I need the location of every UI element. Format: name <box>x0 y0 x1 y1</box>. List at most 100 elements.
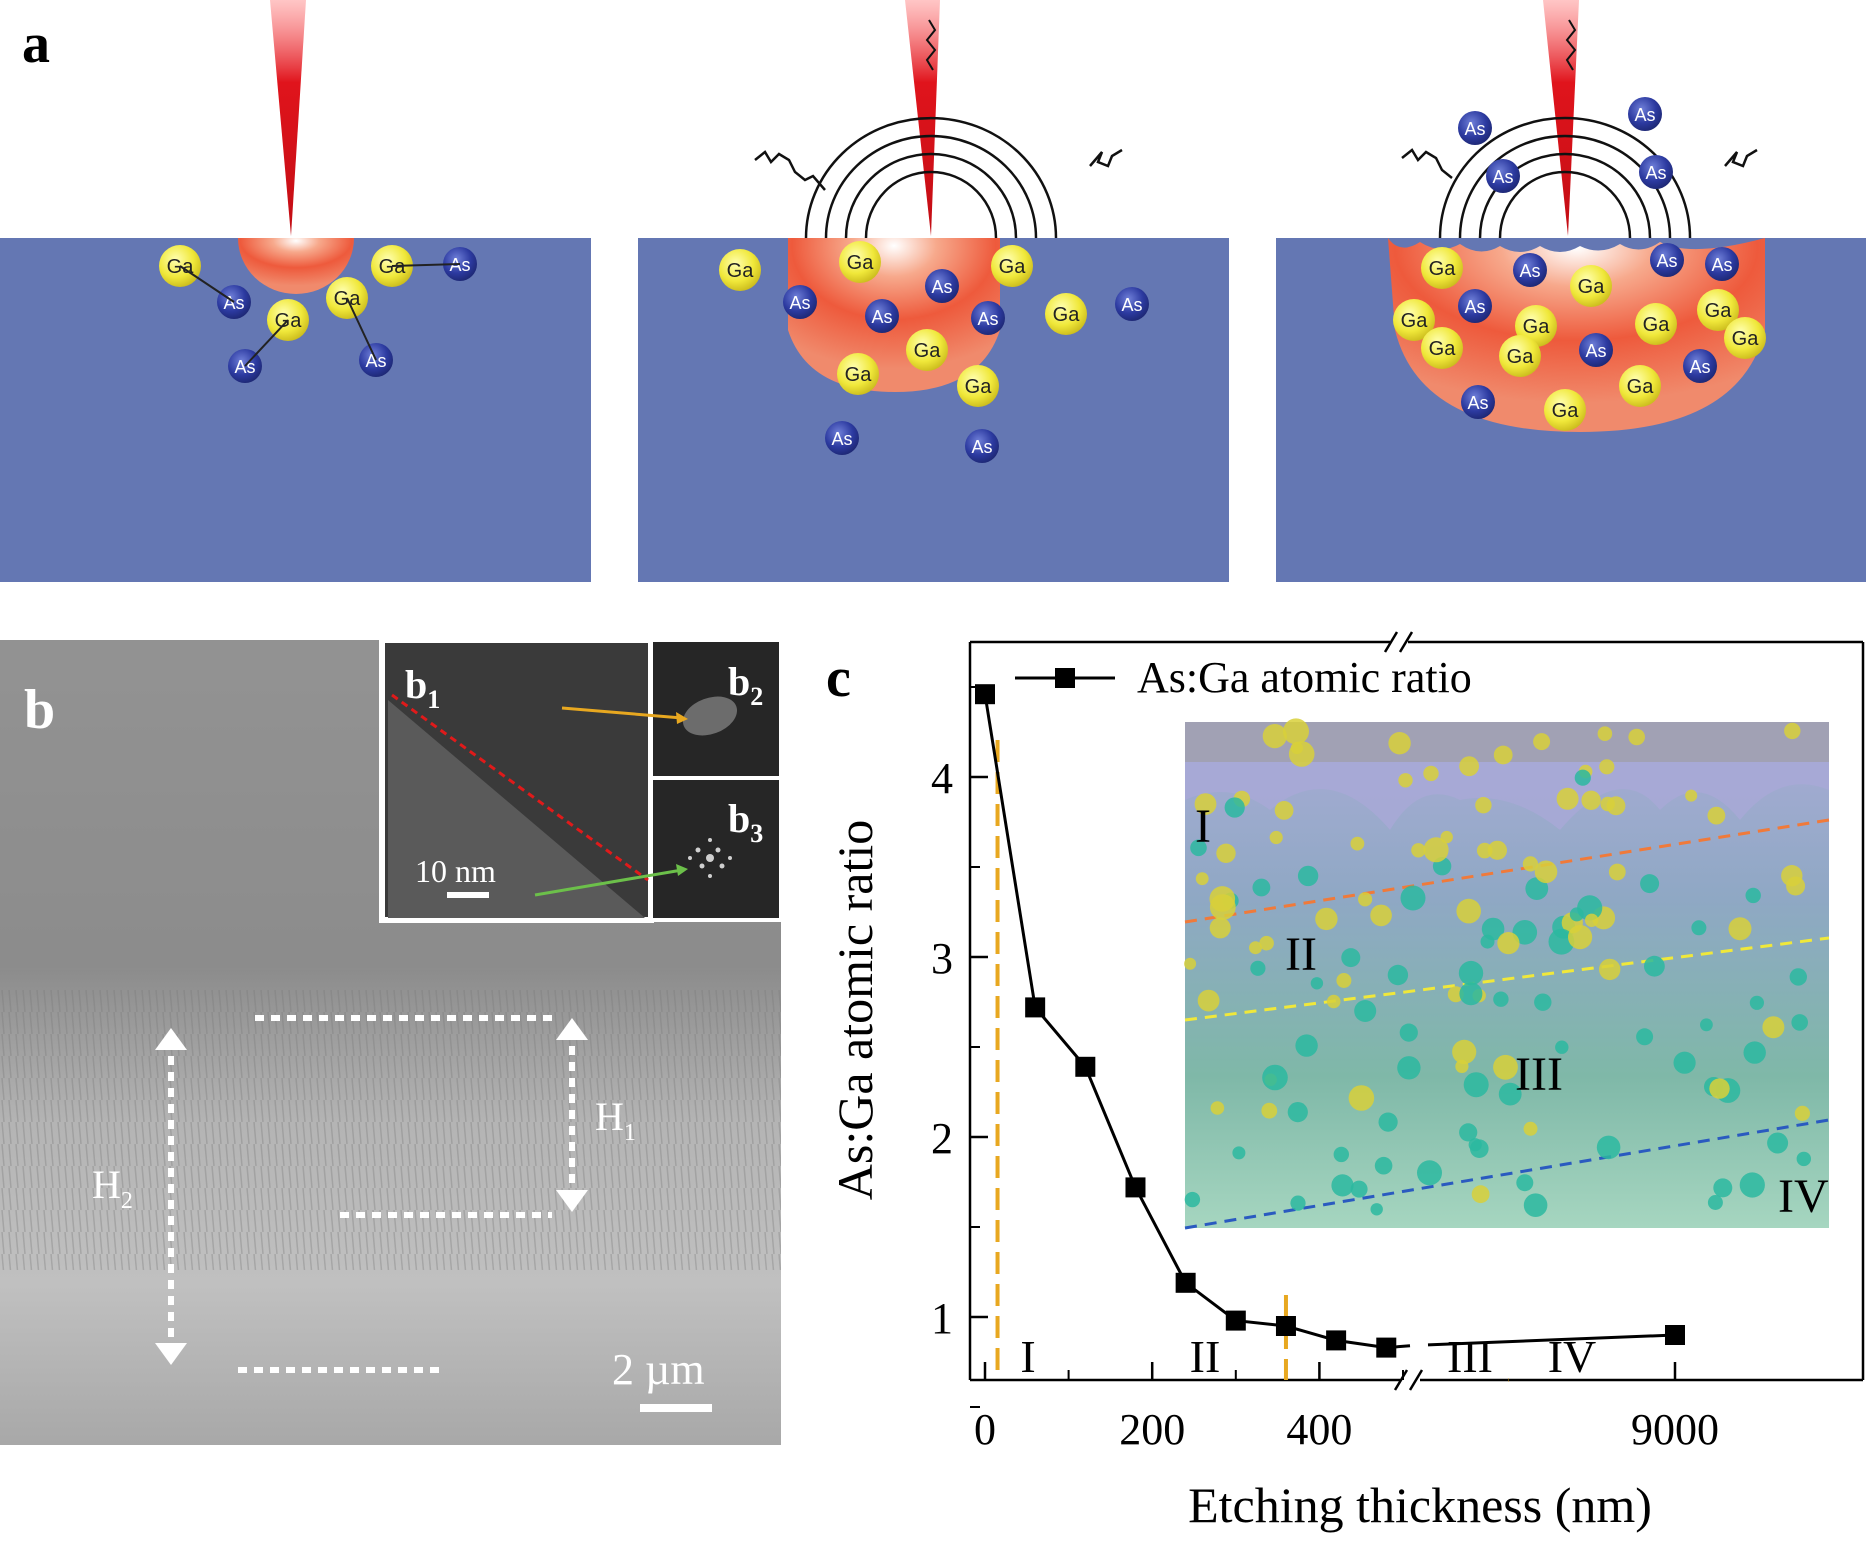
svg-text:As: As <box>1645 163 1666 183</box>
ga-atom: Ga <box>1570 265 1612 307</box>
inset-b2-label: b2 <box>728 659 763 711</box>
inset-atom <box>1476 842 1493 859</box>
x-tick-label: 400 <box>1286 1405 1352 1454</box>
inset-atom <box>1194 793 1217 815</box>
inset-atom <box>1512 920 1538 945</box>
svg-text:As: As <box>1519 261 1540 281</box>
inset-atom <box>1378 1112 1398 1132</box>
ga-atom: Ga <box>1393 299 1435 341</box>
as-atom: As <box>1683 349 1717 383</box>
svg-text:Ga: Ga <box>1429 258 1457 280</box>
interface-line <box>391 693 649 882</box>
inset-atom <box>1354 1000 1377 1022</box>
as-atom: As <box>783 285 817 319</box>
inset-atom <box>1252 878 1271 897</box>
y-tick-label: 3 <box>931 934 953 983</box>
data-point <box>1025 997 1046 1018</box>
inset-atom <box>1709 1078 1730 1099</box>
svg-text:As: As <box>1467 393 1488 413</box>
inset-atom <box>1209 917 1231 939</box>
svg-text:As: As <box>977 309 998 329</box>
inset-atom <box>1640 874 1660 894</box>
svg-text:Ga: Ga <box>379 256 407 278</box>
data-point <box>1326 1330 1347 1351</box>
as-atom: As <box>971 301 1005 335</box>
inset-atom <box>1599 759 1615 775</box>
inset-atom <box>1548 928 1575 955</box>
svg-text:As: As <box>234 357 255 377</box>
svg-text:Ga: Ga <box>1053 304 1081 326</box>
inset-atom <box>1493 745 1513 765</box>
y-tick-label: 4 <box>931 754 953 803</box>
inset-atom <box>1232 1146 1246 1160</box>
inset-atom <box>1791 1014 1808 1031</box>
height-markers <box>168 1015 575 1373</box>
inset-atom <box>1210 1101 1225 1115</box>
sem-scale-label: 2 µm <box>612 1345 705 1394</box>
inset-atom <box>1350 836 1365 851</box>
inset-region-1: I <box>1195 800 1211 853</box>
as-atom: As <box>1458 111 1492 145</box>
inset-atom <box>1707 806 1726 825</box>
inset-atom <box>1397 1056 1421 1080</box>
inset-atom <box>1399 1023 1418 1042</box>
series-layer <box>975 684 1685 1358</box>
melt-pool-3 <box>1388 238 1765 432</box>
h1-arrow-top <box>556 1018 588 1040</box>
inset-atom <box>1262 1064 1288 1091</box>
inset-atom <box>1423 837 1449 863</box>
inset-atom <box>1745 887 1761 904</box>
svg-text:Ga: Ga <box>845 364 873 386</box>
svg-text:As: As <box>789 293 810 313</box>
ga-atom: Ga <box>1544 389 1586 431</box>
inset-atom <box>1796 1151 1812 1167</box>
inset-atom <box>1459 756 1479 777</box>
shock-waves-2 <box>754 116 1123 239</box>
inset-atom <box>1331 1174 1354 1197</box>
arrow-to-b3 <box>534 868 683 897</box>
inset-atom <box>1534 993 1552 1011</box>
inset-atom <box>1794 1105 1810 1121</box>
inset-atom <box>1596 1135 1621 1160</box>
ga-atom: Ga <box>1724 317 1766 359</box>
y-tick-label: 1 <box>931 1294 953 1343</box>
inset-atom <box>1333 1146 1350 1163</box>
inset-atom <box>1458 960 1484 986</box>
as-atom: As <box>965 429 999 463</box>
inset-atom <box>1475 797 1492 814</box>
as-atom: As <box>1705 247 1739 281</box>
series-line-segment <box>1427 1333 1676 1347</box>
svg-text:As: As <box>971 437 992 457</box>
as-atom: As <box>1115 287 1149 321</box>
y-axis-label: As:Ga atomic ratio <box>827 820 883 1200</box>
inset-atom <box>1497 932 1520 955</box>
x-tick-label: 0 <box>974 1405 996 1454</box>
inset-atom <box>1463 1072 1489 1098</box>
arrow-to-b2 <box>561 706 683 720</box>
inset-atom <box>1784 722 1801 740</box>
laser-beam-1 <box>270 0 306 236</box>
inset-atom <box>1685 789 1698 802</box>
h2-label: H2 <box>92 1162 133 1214</box>
bond <box>391 263 461 267</box>
svg-text:Ga: Ga <box>1507 346 1535 368</box>
data-point <box>1075 1056 1096 1077</box>
as-atom: As <box>865 299 899 333</box>
inset-atom <box>1581 790 1601 810</box>
inset-atom <box>1480 934 1495 949</box>
inset-atom <box>1789 968 1808 986</box>
inset-atom <box>1283 718 1309 745</box>
inset-atom <box>1691 920 1707 936</box>
inset-atom <box>1261 1102 1278 1119</box>
panel-b: b b1 10 nm b2 b3 <box>0 637 783 1445</box>
ga-atom: Ga <box>839 241 881 283</box>
as-atom: As <box>1628 97 1662 131</box>
inset-scale-label: 10 nm <box>415 853 496 889</box>
bond <box>346 297 377 361</box>
svg-text:Ga: Ga <box>1578 276 1606 298</box>
h1-label: H1 <box>595 1094 636 1146</box>
ga-atom: Ga <box>837 353 879 395</box>
arrow-head-b2 <box>676 712 688 724</box>
inset-atom <box>1326 994 1341 1009</box>
data-point <box>1376 1337 1397 1358</box>
